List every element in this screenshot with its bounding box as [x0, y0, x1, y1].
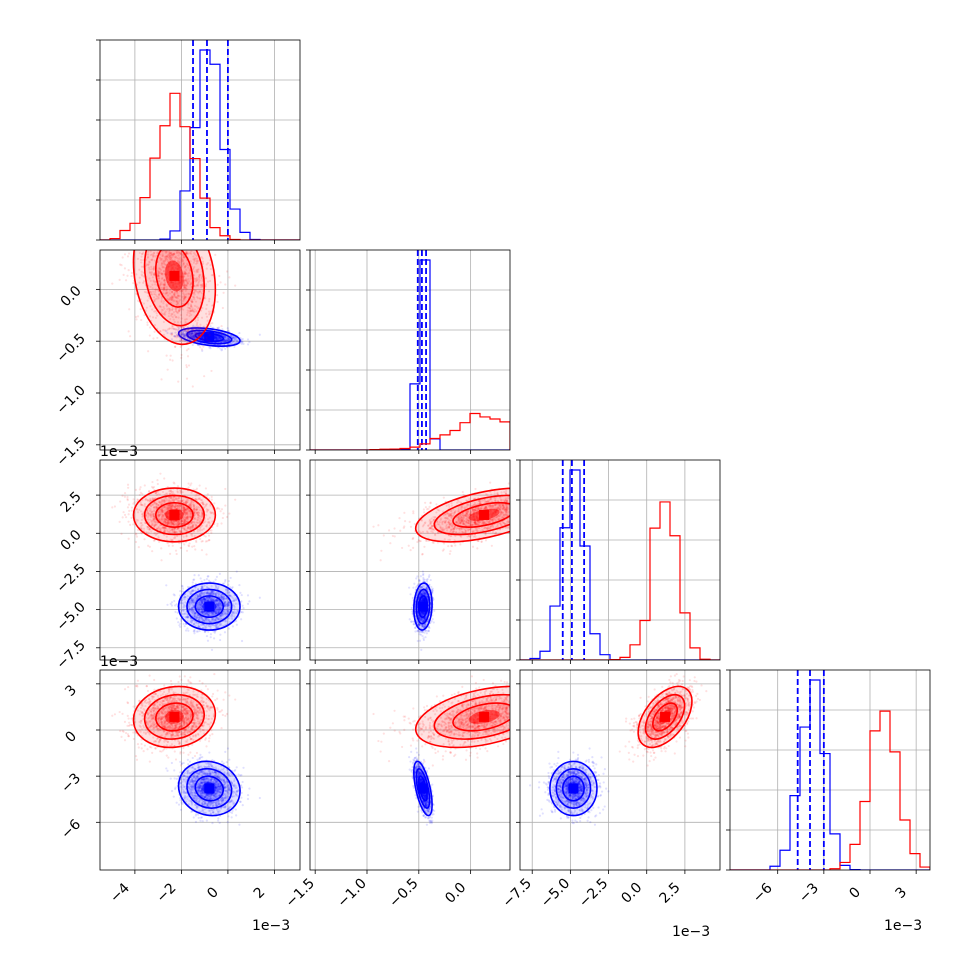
panel-frame [309, 669, 511, 871]
x-tick-label: 0 [846, 884, 864, 902]
gridlines [310, 460, 510, 660]
red-histogram [730, 710, 930, 870]
y-tick-label: 3 [62, 682, 80, 700]
blue-density-peak [204, 332, 215, 343]
axis-offset-label: 1e−3 [252, 918, 290, 934]
gridlines [100, 460, 300, 660]
x-tick-label: −5.0 [538, 875, 573, 910]
y-tick-label: 0.0 [58, 283, 85, 310]
y-tick-label: −1.0 [53, 382, 88, 417]
blue-histogram [100, 49, 300, 240]
blue-density-peak [417, 783, 428, 794]
axis-offset-label: 1e−3 [100, 654, 138, 670]
y-tick-label: −7.5 [53, 637, 88, 672]
y-tick-label: 0.0 [58, 527, 85, 554]
x-tick-label: 3 [893, 884, 911, 902]
panel-0-0 [96, 39, 301, 244]
red-density-peak [169, 509, 180, 520]
y-tick-label: −2.5 [53, 561, 88, 596]
panel-3-1 [306, 669, 511, 874]
panel-frame [99, 459, 301, 661]
panel-frame [519, 669, 721, 871]
x-tick-label: −3 [796, 880, 822, 906]
panel-frame [309, 249, 511, 451]
blue-density-peak [204, 783, 215, 794]
blue-density-peak [568, 783, 579, 794]
y-tick-label: 2.5 [58, 489, 85, 516]
red-density-peak [169, 711, 180, 722]
panel-3-2 [516, 669, 721, 874]
x-tick-label: 0.0 [618, 880, 645, 907]
panel-frame [309, 459, 511, 661]
y-tick-label: 0 [62, 728, 80, 746]
gridlines [520, 670, 720, 870]
panel-frame [99, 249, 301, 451]
panel-3-3 [726, 669, 931, 874]
blue-histogram [730, 679, 930, 870]
red-histogram [520, 501, 720, 660]
gridlines [100, 670, 300, 870]
blue-density-peak [417, 601, 428, 612]
blue-histogram [310, 259, 510, 450]
panel-2-0 [96, 459, 301, 664]
x-tick-label: 2 [251, 884, 269, 902]
panel-frame [729, 669, 931, 871]
x-tick-label: 2.5 [657, 880, 684, 907]
axis-offset-label: 1e−3 [672, 924, 710, 940]
y-tick-label: −0.5 [53, 331, 88, 366]
gridlines [310, 250, 510, 450]
gridlines [520, 460, 720, 660]
y-tick-label: −1.5 [53, 434, 88, 469]
blue-histogram [520, 469, 720, 660]
red-density-peak [169, 270, 180, 281]
panel-2-1 [306, 459, 511, 664]
x-tick-label: −2.5 [576, 875, 611, 910]
panel-1-0 [96, 249, 301, 454]
panel-2-2 [516, 459, 721, 664]
x-tick-label: −6 [750, 880, 776, 906]
red-density-peak [479, 711, 490, 722]
panel-frame [99, 669, 301, 871]
panel-frame [99, 39, 301, 241]
axis-offset-label: 1e−3 [884, 918, 922, 934]
x-tick-label: 0.0 [442, 880, 469, 907]
x-tick-label: −2 [154, 880, 180, 906]
red-density-peak [660, 711, 671, 722]
y-tick-label: −6 [58, 816, 84, 842]
panel-1-1 [306, 249, 511, 454]
x-tick-label: −7.5 [500, 875, 535, 910]
blue-density-peak [204, 601, 215, 612]
red-histogram [100, 92, 300, 240]
panel-3-0 [96, 669, 301, 874]
y-tick-label: −5.0 [53, 599, 88, 634]
panel-frame [519, 459, 721, 661]
x-tick-label: 0 [204, 884, 222, 902]
x-tick-label: −1.0 [334, 875, 369, 910]
red-histogram [310, 412, 510, 450]
x-tick-label: −1.5 [283, 875, 318, 910]
x-tick-label: −4 [107, 880, 133, 906]
axis-offset-label: 1e−3 [100, 444, 138, 460]
red-density-peak [479, 509, 490, 520]
y-tick-label: −3 [58, 770, 84, 796]
x-tick-label: −0.5 [386, 875, 421, 910]
